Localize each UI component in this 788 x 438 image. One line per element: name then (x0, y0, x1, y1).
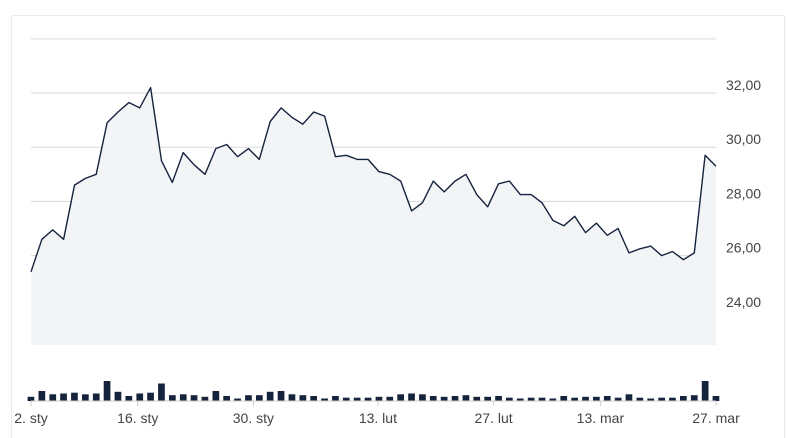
volume-bar (506, 397, 513, 401)
volume-bar (690, 395, 698, 401)
chart-frame (11, 15, 785, 438)
volume-bar (636, 397, 644, 401)
volume-bar (397, 394, 404, 401)
y-tick-label: 32,00 (726, 77, 761, 93)
volume-bar (82, 394, 89, 401)
volume-bar (147, 392, 154, 401)
price-line (30, 86, 717, 273)
x-tick-label: 27. mar (692, 410, 740, 426)
volume-bar (419, 394, 426, 401)
volume-bar (212, 391, 220, 401)
volume-bar (103, 381, 111, 401)
volume-bar (256, 395, 263, 401)
volume-bar (245, 395, 252, 401)
y-tick-label: 28,00 (726, 185, 761, 201)
volume-bar (332, 396, 339, 401)
volume-bar (625, 394, 633, 401)
x-tick-label: 2. sty (14, 410, 47, 426)
volume-bar (179, 394, 187, 401)
volume-bar (92, 393, 100, 401)
volume-bar (516, 398, 524, 401)
volume-bar (234, 398, 241, 401)
volume-bar (375, 396, 383, 401)
volume-bar (408, 393, 415, 401)
volume-bar (462, 395, 470, 401)
x-tick-label: 13. mar (577, 410, 625, 426)
volume-bar (310, 396, 317, 401)
volume-bar (223, 396, 230, 401)
volume-bar (125, 396, 133, 401)
volume-bar (299, 395, 307, 401)
volume-bar (593, 396, 600, 401)
x-tick-label: 13. lut (359, 410, 397, 426)
volume-bar (169, 395, 176, 401)
volume-bar (495, 396, 502, 401)
y-tick-labels: 24,00 26,00 28,00 30,00 32,00 (726, 77, 761, 310)
volume-bar (201, 396, 209, 401)
volume-bar (342, 397, 350, 401)
x-tick-labels: 2. sty 16. sty 30. sty 13. lut 27. lut 13. ma… (14, 401, 740, 426)
y-tick-label: 30,00 (726, 131, 761, 147)
volume-bar (614, 397, 622, 401)
x-tick-label: 16. sty (117, 410, 158, 426)
volume-bar (603, 396, 611, 401)
volume-bar (49, 394, 57, 401)
y-tick-label: 26,00 (726, 240, 761, 256)
volume-bar (680, 396, 687, 401)
volume-bar (549, 398, 557, 401)
volume-bar (571, 397, 578, 401)
volume-bar (321, 398, 328, 401)
volume-bar (538, 397, 546, 401)
volume-bar (560, 396, 568, 401)
volume-bar (27, 396, 35, 401)
volume-bar (658, 397, 665, 401)
x-tick-label: 30. sty (233, 410, 274, 426)
volume-bar (429, 396, 437, 401)
volume-bar (71, 392, 78, 401)
volume-bar (364, 397, 372, 401)
volume-bar (60, 393, 67, 401)
volume-bar (266, 391, 274, 401)
volume-bar (582, 396, 589, 401)
volume-bar (712, 396, 720, 401)
volume-bar (386, 396, 394, 401)
volume-bar (277, 391, 285, 401)
volume-bar (701, 381, 709, 401)
volume-bar (353, 397, 361, 401)
volume-bar (38, 391, 46, 401)
volume-bar (440, 396, 448, 401)
volume-bar (288, 394, 296, 401)
volume-bar (647, 398, 655, 401)
x-tick-label: 27. lut (475, 410, 513, 426)
volume-bar (190, 395, 198, 401)
volume-bar (114, 391, 122, 401)
volume-bars (27, 381, 720, 401)
volume-bar (527, 397, 535, 401)
volume-bar (473, 396, 481, 401)
volume-bar (669, 397, 676, 401)
price-area-fill (31, 87, 716, 345)
y-tick-label: 24,00 (726, 294, 761, 310)
volume-bar (158, 383, 165, 401)
volume-bar (451, 396, 459, 401)
volume-bar (484, 396, 491, 401)
volume-bar (136, 393, 144, 401)
